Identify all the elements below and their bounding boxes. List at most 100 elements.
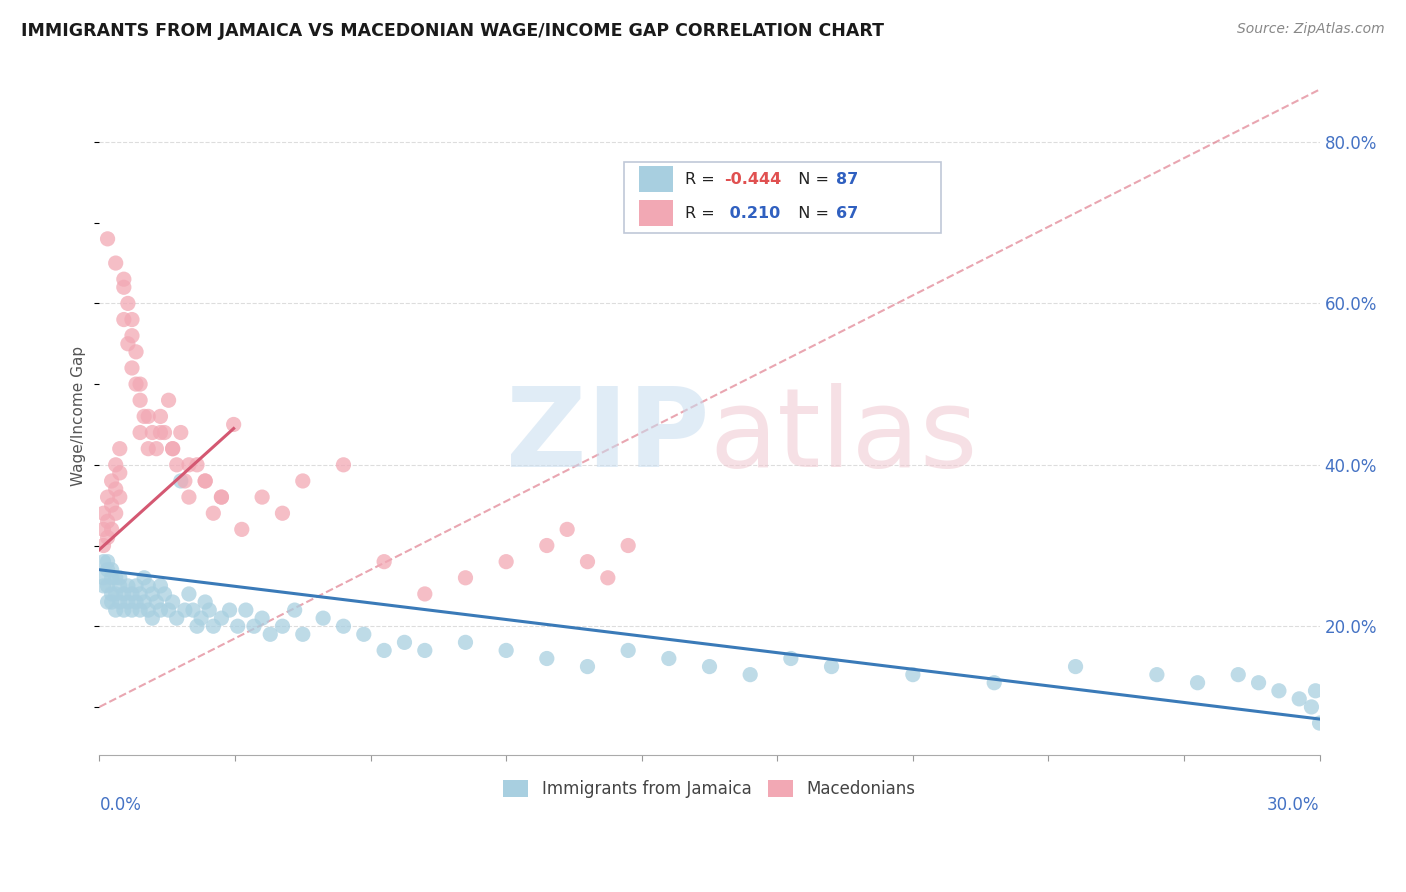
Text: 67: 67 bbox=[837, 205, 859, 220]
Point bbox=[983, 675, 1005, 690]
Point bbox=[121, 328, 143, 343]
Point bbox=[97, 490, 120, 504]
Point bbox=[93, 522, 115, 536]
Text: 0.0%: 0.0% bbox=[100, 796, 142, 814]
Point bbox=[125, 377, 148, 392]
Text: N =: N = bbox=[787, 171, 834, 186]
Point bbox=[166, 611, 188, 625]
Point bbox=[97, 579, 120, 593]
Point bbox=[1309, 716, 1331, 731]
Point bbox=[104, 506, 127, 520]
Point bbox=[202, 506, 225, 520]
Point bbox=[117, 595, 139, 609]
Text: N =: N = bbox=[787, 205, 834, 220]
Point bbox=[136, 603, 159, 617]
Point bbox=[141, 425, 163, 440]
Point bbox=[121, 603, 143, 617]
Point bbox=[495, 643, 517, 657]
Point bbox=[596, 571, 619, 585]
Point bbox=[97, 555, 120, 569]
Point bbox=[332, 619, 354, 633]
Point bbox=[136, 409, 159, 424]
Point bbox=[121, 361, 143, 376]
Point bbox=[134, 409, 156, 424]
Text: atlas: atlas bbox=[710, 384, 979, 491]
Text: 30.0%: 30.0% bbox=[1267, 796, 1320, 814]
Text: R =: R = bbox=[685, 171, 720, 186]
Text: 0.210: 0.210 bbox=[724, 205, 780, 220]
Point bbox=[353, 627, 375, 641]
Point bbox=[454, 571, 477, 585]
Point bbox=[740, 667, 762, 681]
Point bbox=[100, 571, 122, 585]
Point bbox=[108, 595, 131, 609]
Point bbox=[901, 667, 924, 681]
Point bbox=[332, 458, 354, 472]
Point bbox=[129, 603, 152, 617]
Point bbox=[104, 603, 127, 617]
Point bbox=[157, 603, 180, 617]
Point bbox=[149, 425, 172, 440]
Point bbox=[576, 555, 599, 569]
Point bbox=[100, 595, 122, 609]
Point bbox=[153, 425, 176, 440]
Point bbox=[454, 635, 477, 649]
Text: IMMIGRANTS FROM JAMAICA VS MACEDONIAN WAGE/INCOME GAP CORRELATION CHART: IMMIGRANTS FROM JAMAICA VS MACEDONIAN WA… bbox=[21, 22, 884, 40]
Point bbox=[100, 498, 122, 512]
Point bbox=[495, 555, 517, 569]
Point bbox=[202, 619, 225, 633]
Point bbox=[97, 232, 120, 246]
Point bbox=[186, 619, 208, 633]
Point bbox=[413, 587, 436, 601]
Point bbox=[117, 579, 139, 593]
Point bbox=[141, 587, 163, 601]
Point bbox=[125, 595, 148, 609]
Point bbox=[149, 579, 172, 593]
Point bbox=[177, 587, 200, 601]
Point bbox=[141, 611, 163, 625]
Point bbox=[162, 442, 184, 456]
Point bbox=[104, 458, 127, 472]
Point bbox=[145, 595, 167, 609]
Point bbox=[162, 442, 184, 456]
Point bbox=[658, 651, 681, 665]
Point bbox=[125, 344, 148, 359]
Point bbox=[97, 563, 120, 577]
Text: R =: R = bbox=[685, 205, 720, 220]
Point bbox=[190, 611, 212, 625]
Point bbox=[100, 522, 122, 536]
Point bbox=[149, 603, 172, 617]
Point bbox=[97, 595, 120, 609]
Point bbox=[97, 531, 120, 545]
Point bbox=[413, 643, 436, 657]
Y-axis label: Wage/Income Gap: Wage/Income Gap bbox=[72, 346, 86, 486]
Point bbox=[112, 587, 135, 601]
Point bbox=[100, 563, 122, 577]
Point bbox=[129, 393, 152, 408]
Point bbox=[1187, 675, 1209, 690]
Point bbox=[149, 409, 172, 424]
Point bbox=[243, 619, 266, 633]
Point bbox=[194, 595, 217, 609]
Point bbox=[181, 603, 204, 617]
Point bbox=[291, 474, 314, 488]
Point bbox=[226, 619, 249, 633]
Point bbox=[250, 490, 273, 504]
Point bbox=[231, 522, 253, 536]
Point bbox=[699, 659, 721, 673]
Bar bbox=[638, 200, 673, 226]
Point bbox=[93, 506, 115, 520]
Point bbox=[576, 659, 599, 673]
Point bbox=[617, 539, 640, 553]
Point bbox=[1227, 667, 1250, 681]
Point bbox=[779, 651, 801, 665]
Point bbox=[271, 619, 294, 633]
Legend: Immigrants from Jamaica, Macedonians: Immigrants from Jamaica, Macedonians bbox=[496, 773, 922, 805]
Point bbox=[1301, 700, 1323, 714]
Point bbox=[536, 651, 558, 665]
Point bbox=[100, 474, 122, 488]
Point bbox=[617, 643, 640, 657]
Point bbox=[1268, 683, 1291, 698]
Point bbox=[134, 595, 156, 609]
Point bbox=[108, 579, 131, 593]
